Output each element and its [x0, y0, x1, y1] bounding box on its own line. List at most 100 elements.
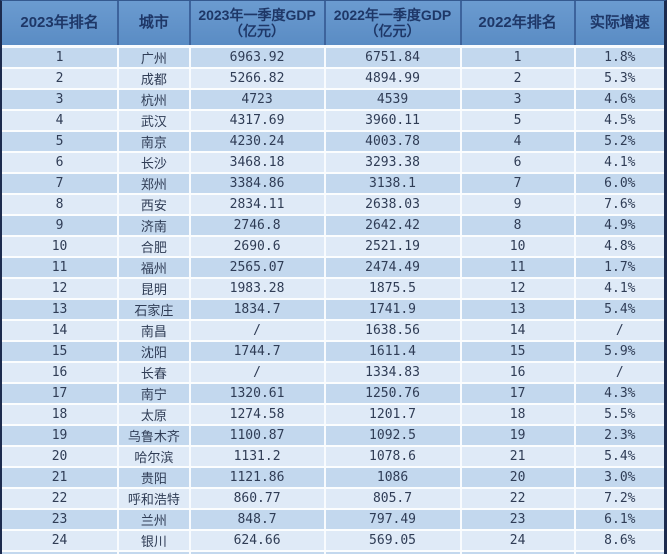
cell-growth-rate: 4.3% [604, 386, 636, 401]
table-row: 4 武汉 4317.69 3960.11 5 4.5% [2, 111, 664, 132]
cell-gdp-2023: 2565.07 [191, 258, 326, 277]
cell-growth-rate: 4.1% [604, 155, 636, 170]
cell-gdp-2022: 2642.42 [326, 216, 462, 235]
cell-growth-rate: 3.0% [604, 470, 636, 485]
table-row: 17 南宁 1320.61 1250.76 17 4.3% [2, 384, 664, 405]
cell-rank-2023: 22 [2, 489, 120, 508]
cell-rank-2023: 25 [2, 552, 120, 554]
cell-gdp-2022: 1201.7 [326, 405, 462, 424]
cell-city: 西安 [119, 195, 191, 214]
cell-gdp-2023: 1100.87 [191, 426, 326, 445]
table-row: 19 乌鲁木齐 1100.87 1092.5 19 2.3% [2, 426, 664, 447]
cell-growth-rate: 8.6% [604, 533, 636, 548]
cell-city: 乌鲁木齐 [119, 426, 191, 445]
cell-gdp-2023: 3468.18 [191, 153, 326, 172]
cell-growth-rate: 2.3% [604, 428, 636, 443]
column-header-gdp-2022: 2022年一季度GDP （亿元） [326, 1, 462, 45]
cell-growth-rate: 6.1% [604, 512, 636, 527]
cell-gdp-2022: 2521.19 [326, 237, 462, 256]
table-row: 23 兰州 848.7 797.49 23 6.1% [2, 510, 664, 531]
cell-rank-2022: 13 [462, 300, 576, 319]
cell-rank-2022: 11 [462, 258, 576, 277]
cell-growth-rate: / [615, 323, 624, 338]
cell-gdp-2022: 1250.76 [326, 384, 462, 403]
table-row: 9 济南 2746.8 2642.42 8 4.9% [2, 216, 664, 237]
cell-rank-2022: 24 [462, 531, 576, 550]
cell-gdp-2023: 1834.7 [191, 300, 326, 319]
cell-city: 长沙 [119, 153, 191, 172]
cell-city: 济南 [119, 216, 191, 235]
cell-gdp-2023: 1320.61 [191, 384, 326, 403]
cell-city: 太原 [119, 405, 191, 424]
cell-gdp-2023: / [191, 321, 326, 340]
cell-gdp-2022: 1078.6 [326, 447, 462, 466]
cell-rank-2022: 18 [462, 405, 576, 424]
cell-city: 南昌 [119, 321, 191, 340]
cell-rank-2023: 1 [2, 48, 120, 67]
table-row: 22 呼和浩特 860.77 805.7 22 7.2% [2, 489, 664, 510]
cell-city: 武汉 [119, 111, 191, 130]
cell-city: 合肥 [119, 237, 191, 256]
cell-rank-2023: 12 [2, 279, 120, 298]
cell-gdp-2023: 5266.82 [191, 69, 326, 88]
cell-rank-2023: 9 [2, 216, 120, 235]
cell-gdp-2023: 1983.28 [191, 279, 326, 298]
cell-rank-2022: 7 [462, 174, 576, 193]
cell-growth-rate: 7.6% [604, 197, 636, 212]
cell-gdp-2023: 1744.7 [191, 342, 326, 361]
cell-gdp-2022: 3293.38 [326, 153, 462, 172]
cell-growth-rate: 5.4% [604, 302, 636, 317]
cell-rank-2022: 20 [462, 468, 576, 487]
cell-rank-2022: 4 [462, 132, 576, 151]
cell-city: 福州 [119, 258, 191, 277]
cell-growth-rate: 5.2% [604, 134, 636, 149]
cell-rank-2023: 10 [2, 237, 120, 256]
cell-city: 石家庄 [119, 300, 191, 319]
cell-rank-2022: 16 [462, 363, 576, 382]
cell-gdp-2023: 860.77 [191, 489, 326, 508]
table-row: 3 杭州 4723 4539 3 4.6% [2, 90, 664, 111]
cell-growth-rate: 4.9% [604, 218, 636, 233]
cell-rank-2023: 17 [2, 384, 120, 403]
cell-rank-2023: 13 [2, 300, 120, 319]
cell-gdp-2023: 848.7 [191, 510, 326, 529]
cell-city: 沈阳 [119, 342, 191, 361]
cell-gdp-2023: 1131.2 [191, 447, 326, 466]
cell-gdp-2022: 1638.56 [326, 321, 462, 340]
table-row: 14 南昌 / 1638.56 14 / [2, 321, 664, 342]
table-row: 21 贵阳 1121.86 1086 20 3.0% [2, 468, 664, 489]
cell-rank-2023: 18 [2, 405, 120, 424]
table-row: 11 福州 2565.07 2474.49 11 1.7% [2, 258, 664, 279]
cell-growth-rate: 4.6% [604, 92, 636, 107]
cell-gdp-2023: 4723 [191, 90, 326, 109]
cell-gdp-2022: 2474.49 [326, 258, 462, 277]
cell-city: 广州 [119, 48, 191, 67]
cell-rank-2022: 3 [462, 90, 576, 109]
cell-gdp-2023: 2834.11 [191, 195, 326, 214]
cell-gdp-2022: 3138.1 [326, 174, 462, 193]
cell-rank-2023: 3 [2, 90, 120, 109]
cell-growth-rate: 4.5% [604, 113, 636, 128]
table-row: 18 太原 1274.58 1201.7 18 5.5% [2, 405, 664, 426]
cell-rank-2022: 17 [462, 384, 576, 403]
column-header-rank-2023: 2023年排名 [2, 1, 120, 45]
cell-rank-2022: 21 [462, 447, 576, 466]
cell-city: 哈尔滨 [119, 447, 191, 466]
cell-gdp-2023: 527.76 [191, 552, 326, 554]
table-header-row: 2023年排名 城市 2023年一季度GDP （亿元） 2022年一季度GDP … [2, 1, 664, 48]
table-row: 6 长沙 3468.18 3293.38 6 4.1% [2, 153, 664, 174]
cell-rank-2022: 9 [462, 195, 576, 214]
cell-rank-2023: 19 [2, 426, 120, 445]
cell-rank-2022: 25 [462, 552, 576, 554]
cell-gdp-2023: 4317.69 [191, 111, 326, 130]
table-row: 8 西安 2834.11 2638.03 9 7.6% [2, 195, 664, 216]
cell-rank-2023: 20 [2, 447, 120, 466]
cell-growth-rate: 7.2% [604, 491, 636, 506]
cell-gdp-2022: 1086 [326, 468, 462, 487]
cell-gdp-2023: 1274.58 [191, 405, 326, 424]
cell-city: 海口 [119, 552, 191, 554]
cell-gdp-2022: 1875.5 [326, 279, 462, 298]
cell-gdp-2022: 472.67 [326, 552, 462, 554]
cell-rank-2023: 24 [2, 531, 120, 550]
cell-rank-2023: 4 [2, 111, 120, 130]
